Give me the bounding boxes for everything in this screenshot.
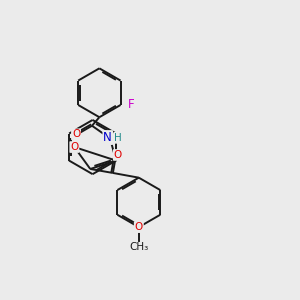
Text: N: N xyxy=(103,131,112,144)
Text: F: F xyxy=(128,98,134,112)
Text: O: O xyxy=(114,150,122,160)
Text: O: O xyxy=(135,222,143,232)
Text: H: H xyxy=(114,133,122,143)
Text: O: O xyxy=(70,142,79,152)
Text: O: O xyxy=(72,129,80,139)
Text: CH₃: CH₃ xyxy=(129,242,148,253)
